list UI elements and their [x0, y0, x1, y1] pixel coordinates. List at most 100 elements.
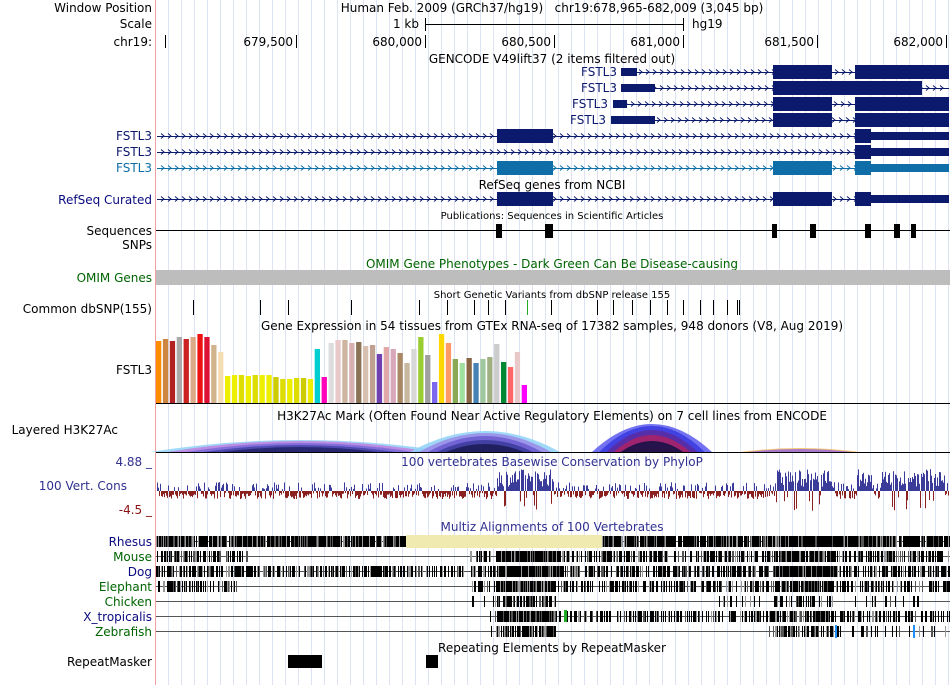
alignment-block — [531, 566, 532, 577]
repeat-element[interactable] — [288, 655, 322, 668]
alignment-block — [186, 551, 187, 562]
alignment-block — [831, 536, 832, 547]
dbsnp-track[interactable] — [193, 300, 740, 315]
strand-arrow — [741, 149, 746, 155]
refseq-track[interactable] — [157, 192, 949, 206]
alignment-block — [503, 581, 504, 592]
alignment-block — [834, 551, 835, 562]
alignment-block — [770, 536, 771, 547]
alignment-block — [317, 536, 318, 547]
alignment-block — [870, 551, 871, 562]
strand-arrow — [650, 149, 655, 155]
conservation-bar — [553, 481, 554, 491]
alignment-block — [776, 626, 777, 637]
alignment-block — [526, 611, 527, 622]
multiz-track[interactable] — [156, 535, 950, 638]
conservation-bar — [746, 482, 747, 491]
h3k27ac-track[interactable] — [150, 424, 950, 453]
alignment-block — [889, 536, 890, 547]
alignment-block — [820, 611, 821, 622]
conservation-bar — [772, 491, 773, 495]
strand-arrow — [671, 196, 676, 202]
exon — [855, 97, 871, 111]
alignment-block — [323, 536, 324, 547]
species-label: Elephant — [99, 580, 152, 594]
alignment-block — [474, 566, 475, 577]
alignment-block — [331, 536, 332, 547]
conservation-bar — [277, 488, 278, 491]
gtex-tissue-bar — [169, 341, 176, 403]
alignment-block — [627, 581, 628, 592]
strand-arrow — [272, 196, 277, 202]
alignment-block — [913, 625, 915, 638]
alignment-block — [494, 566, 495, 577]
conservation-track[interactable] — [157, 469, 949, 511]
alignment-block — [741, 581, 742, 592]
position-ruler[interactable]: 679,500 680,000 680,500 681,000 681,500 682,0… — [165, 35, 947, 49]
alignment-block — [790, 626, 791, 637]
alignment-block — [815, 536, 816, 547]
alignment-block — [531, 626, 532, 637]
alignment-block — [380, 566, 381, 577]
alignment-block — [505, 596, 506, 607]
alignment-block — [484, 566, 485, 577]
conservation-bar — [664, 491, 665, 498]
conservation-bar — [298, 482, 299, 491]
alignment-block — [821, 551, 822, 562]
alignment-block — [674, 611, 675, 622]
alignment-block — [737, 566, 738, 577]
alignment-block — [176, 566, 177, 577]
strand-arrow — [230, 133, 235, 139]
alignment-block — [809, 551, 810, 562]
alignment-block — [222, 536, 223, 547]
gtex-label[interactable]: FSTL3 — [116, 363, 152, 377]
alignment-block — [661, 581, 662, 592]
sequences-label[interactable]: Sequences — [87, 224, 152, 238]
alignment-block — [788, 536, 789, 547]
alignment-block — [783, 581, 784, 592]
strand-arrow — [748, 165, 753, 171]
repeatmasker-label[interactable]: RepeatMasker — [67, 655, 152, 669]
conservation-bar — [814, 479, 815, 491]
alignment-block — [662, 566, 663, 577]
omim-gene-bar[interactable] — [156, 270, 950, 285]
alignment-block — [646, 551, 647, 562]
alignment-block — [518, 596, 519, 607]
sequences-track[interactable] — [156, 224, 950, 238]
alignment-block — [307, 566, 308, 577]
conservation-bar — [872, 488, 873, 491]
refseq-label[interactable]: RefSeq Curated — [58, 193, 152, 207]
strand-arrow — [741, 196, 746, 202]
conservation-bar — [494, 487, 495, 491]
repeat-element[interactable] — [426, 655, 438, 668]
alignment-block — [671, 581, 672, 592]
alignment-block — [525, 566, 526, 577]
alignment-block — [940, 536, 941, 547]
omim-label[interactable]: OMIM Genes — [77, 271, 152, 285]
strand-arrow — [925, 85, 930, 91]
alignment-block — [928, 551, 929, 562]
alignment-block — [237, 536, 238, 547]
alignment-block — [709, 581, 710, 592]
strand-arrow — [594, 165, 599, 171]
alignment-block — [392, 536, 393, 547]
snps-label[interactable]: SNPs — [122, 238, 152, 252]
ruler-tick-label: 680,000 — [372, 35, 422, 49]
conservation-bar — [297, 491, 298, 494]
position-text: Human Feb. 2009 (GRCh37/hg19) chr19:678,… — [341, 1, 764, 15]
conservation-label[interactable]: 100 Vert. Cons — [39, 479, 127, 493]
alignment-block — [893, 611, 894, 622]
conservation-bar — [439, 491, 440, 496]
alignment-block — [488, 566, 489, 577]
alignment-block — [511, 626, 512, 637]
conservation-bar — [658, 491, 659, 498]
alignment-block — [885, 596, 886, 607]
alignment-block — [523, 611, 524, 622]
alignment-block — [200, 566, 201, 577]
alignment-block — [602, 551, 603, 562]
h3k27ac-label[interactable]: Layered H3K27Ac — [12, 423, 118, 437]
alignment-block — [546, 566, 547, 577]
dbsnp-label[interactable]: Common dbSNP(155) — [23, 302, 152, 316]
gtex-chart[interactable] — [156, 334, 527, 403]
